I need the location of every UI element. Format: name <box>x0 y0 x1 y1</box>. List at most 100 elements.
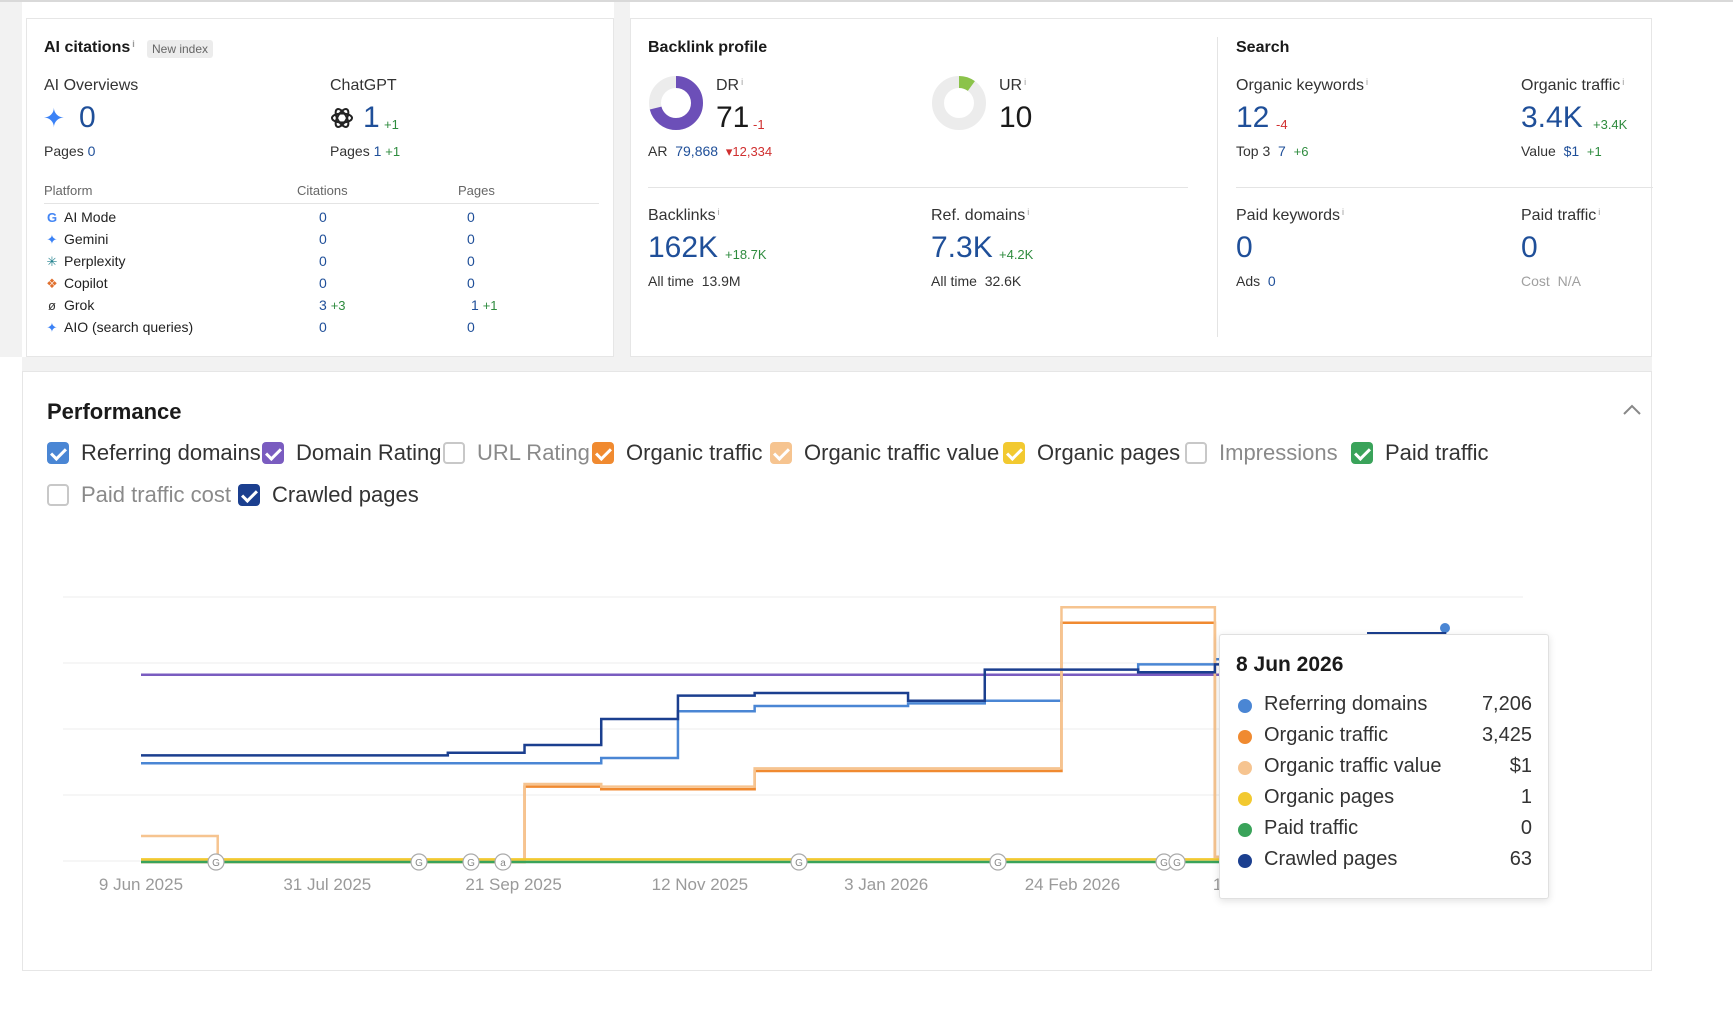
citations-cell[interactable]: 0 <box>319 231 327 247</box>
ref-domains-delta: +4.2K <box>999 247 1034 262</box>
chatgpt-delta: +1 <box>384 117 399 132</box>
checkbox-label[interactable]: Referring domains <box>81 440 261 465</box>
gemini-sparkle-icon: ✦ <box>43 103 65 133</box>
x-tick-label: 31 Jul 2025 <box>283 875 371 894</box>
checkbox-domain-rating[interactable] <box>262 442 284 464</box>
checkbox-crawled-pages[interactable] <box>238 484 260 506</box>
backlinks-label: Backlinks i <box>648 207 720 224</box>
ar-value[interactable]: 79,868 <box>675 143 719 159</box>
info-icon[interactable]: i <box>1024 77 1027 87</box>
gemini-sparkle-icon: ✦ <box>46 232 58 247</box>
checkbox-label[interactable]: Organic traffic <box>626 440 763 465</box>
legend-dot <box>1238 730 1252 744</box>
backlink-divider <box>648 187 1188 188</box>
ai-citations-title: AI citations i <box>44 39 135 56</box>
table-header-platform: Platform <box>44 183 93 198</box>
annotation-marker-label: a <box>500 858 506 869</box>
checkbox-label[interactable]: URL Rating <box>477 440 590 465</box>
performance-title: Performance <box>47 399 182 424</box>
dr-delta: -1 <box>753 117 765 132</box>
checkbox-label[interactable]: Impressions <box>1219 440 1338 465</box>
checkbox-label[interactable]: Domain Rating <box>296 440 442 465</box>
table-header-pages: Pages <box>458 183 495 198</box>
ref-domains-value[interactable]: 7.3K <box>931 231 993 264</box>
checkbox-url-rating[interactable] <box>443 442 465 464</box>
paid-traffic-label: Paid traffic i <box>1521 207 1601 224</box>
ads-row: Ads 0 <box>1236 273 1276 289</box>
gutter-mid <box>614 2 630 357</box>
info-icon[interactable]: i <box>132 39 135 49</box>
citations-cell[interactable]: 3 +3 <box>319 297 346 313</box>
paid-keywords-label: Paid keywords i <box>1236 207 1345 224</box>
ref-domains-all-time: All time 32.6K <box>931 273 1022 289</box>
copilot-icon: ❖ <box>46 276 58 291</box>
pages-cell[interactable]: 0 <box>467 253 475 269</box>
organic-traffic-value[interactable]: 3.4K <box>1521 101 1583 134</box>
caret-down-icon: ▾ <box>725 144 733 159</box>
pages-cell[interactable]: 1 +1 <box>471 297 498 313</box>
checkbox-label[interactable]: Organic pages <box>1037 440 1181 465</box>
organic-keywords-label: Organic keywords i <box>1236 77 1369 94</box>
checkbox-label[interactable]: Paid traffic <box>1385 440 1489 465</box>
annotation-marker <box>790 853 808 871</box>
chevron-up-icon[interactable] <box>1621 403 1643 417</box>
tooltip-series-value: 7,206 <box>1481 693 1532 715</box>
tooltip-series-name: Crawled pages <box>1264 848 1398 870</box>
citations-cell[interactable]: 0 <box>319 209 327 225</box>
info-icon[interactable]: i <box>1598 207 1601 217</box>
checkbox-paid-traffic[interactable] <box>1351 442 1373 464</box>
checkbox-organic-pages[interactable] <box>1003 442 1025 464</box>
ai-overviews-label: AI Overviews <box>44 77 139 94</box>
info-icon[interactable]: i <box>1366 77 1369 87</box>
backlink-profile-title: Backlink profile <box>648 39 768 56</box>
annotation-marker <box>1168 853 1186 871</box>
annotation-marker <box>462 853 480 871</box>
pages-cell[interactable]: 0 <box>467 275 475 291</box>
checkbox-impressions[interactable] <box>1185 442 1207 464</box>
x-tick-label: 21 Sep 2025 <box>465 875 561 894</box>
pages-cell[interactable]: 0 <box>467 209 475 225</box>
checkbox-paid-traffic-cost[interactable] <box>47 484 69 506</box>
table-row: ✳ Perplexity <box>44 253 126 271</box>
chatgpt-pages: Pages 1 +1 <box>330 143 401 159</box>
checkbox-organic-traffic-value[interactable] <box>770 442 792 464</box>
info-icon[interactable]: i <box>717 207 720 217</box>
gutter-row <box>22 357 1652 371</box>
checkbox-label[interactable]: Paid traffic cost <box>81 482 231 507</box>
organic-keywords-value[interactable]: 12 <box>1236 101 1270 134</box>
table-row: G AI Mode <box>44 209 116 227</box>
annotation-marker-label: G <box>1160 858 1168 869</box>
paid-keywords-value[interactable]: 0 <box>1236 231 1253 264</box>
grok-icon: ø <box>48 298 56 313</box>
checkbox-organic-traffic[interactable] <box>592 442 614 464</box>
info-icon[interactable]: i <box>1027 207 1030 217</box>
pages-cell[interactable]: 0 <box>467 319 475 335</box>
ur-value: 10 <box>999 101 1033 134</box>
tooltip-series-value: 0 <box>1520 817 1532 839</box>
backlinks-value[interactable]: 162K <box>648 231 719 264</box>
annotation-marker-label: G <box>994 858 1002 869</box>
paid-traffic-value[interactable]: 0 <box>1521 231 1538 264</box>
traffic-value-row: Value $1 +1 <box>1521 143 1602 159</box>
citations-cell[interactable]: 0 <box>319 253 327 269</box>
ai-overviews-value[interactable]: 0 <box>79 101 96 134</box>
chatgpt-value[interactable]: 1 <box>363 101 380 134</box>
dr-value: 71 <box>716 101 750 134</box>
legend-dot <box>1238 761 1252 775</box>
info-icon[interactable]: i <box>741 77 744 87</box>
tooltip-series-name: Organic pages <box>1264 786 1395 808</box>
pages-cell[interactable]: 0 <box>467 231 475 247</box>
gutter-left <box>0 2 22 357</box>
checkbox-label[interactable]: Organic traffic value <box>804 440 1000 465</box>
citations-cell[interactable]: 0 <box>319 275 327 291</box>
info-icon[interactable]: i <box>1622 77 1625 87</box>
checkbox-referring-domains[interactable] <box>47 442 69 464</box>
checkbox-label[interactable]: Crawled pages <box>272 482 419 507</box>
table-divider <box>44 203 599 204</box>
chatgpt-icon <box>331 108 353 128</box>
legend-dot <box>1238 699 1252 713</box>
tooltip-series-value: $1 <box>1509 755 1532 777</box>
organic-keywords-delta: -4 <box>1276 117 1288 132</box>
info-icon[interactable]: i <box>1342 207 1345 217</box>
citations-cell[interactable]: 0 <box>319 319 327 335</box>
